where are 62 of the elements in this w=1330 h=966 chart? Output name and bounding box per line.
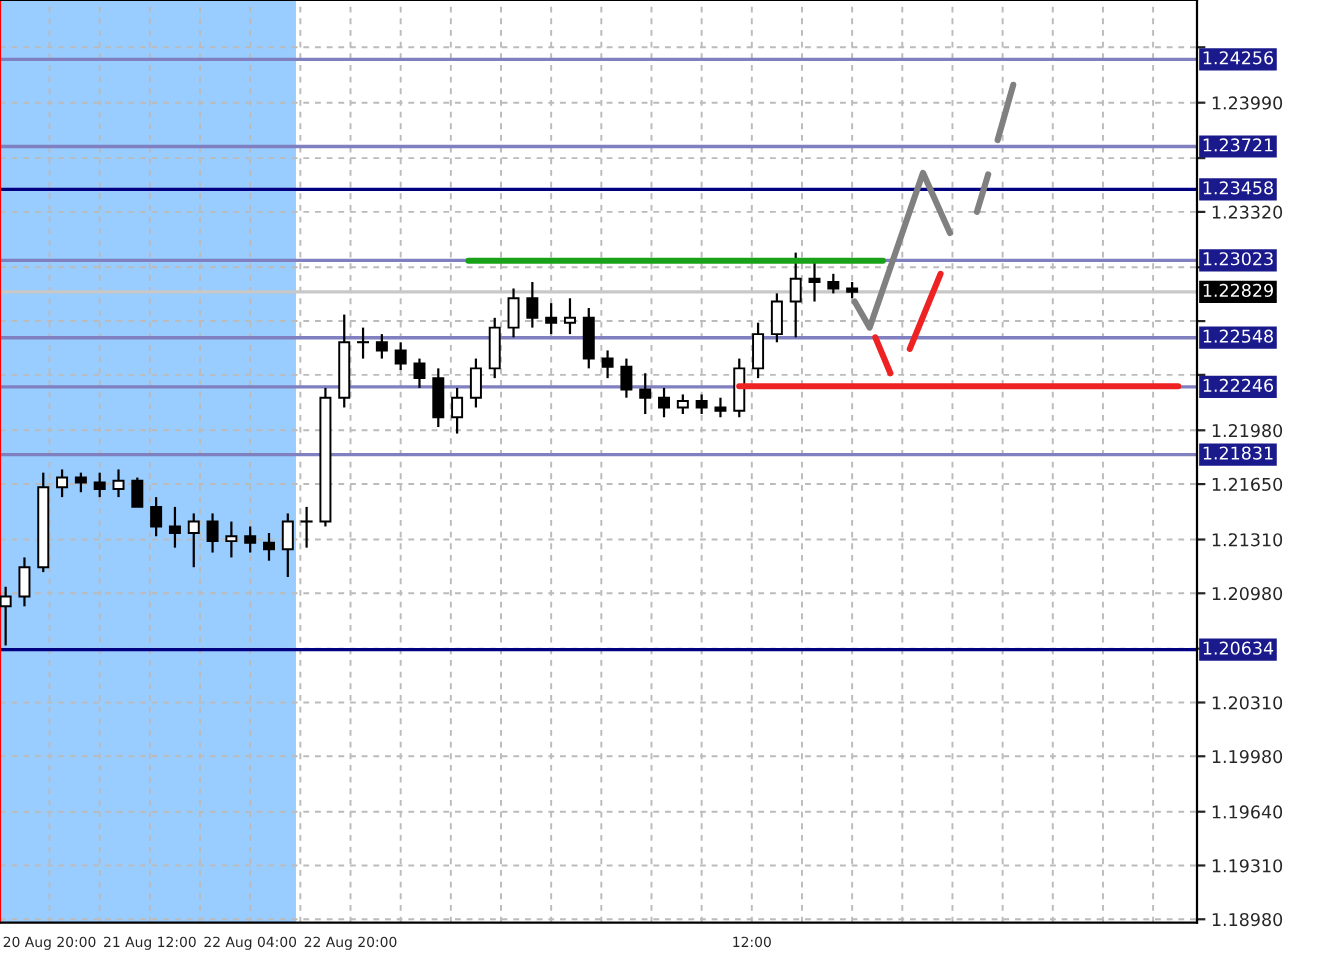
candlestick: [131, 476, 144, 509]
candlestick: [112, 468, 125, 499]
candlestick: [394, 341, 407, 372]
ref-line-label: 1.21831: [1203, 446, 1273, 460]
candlestick: [225, 520, 238, 559]
y-tick-label: 1.19310: [1212, 859, 1283, 873]
candlestick: [827, 272, 840, 295]
candlestick: [601, 349, 614, 380]
ref-line-label: 1.20634: [1203, 641, 1274, 655]
candlestick: [56, 468, 69, 499]
candlestick: [639, 372, 652, 416]
y-tick-label: 1.19640: [1212, 805, 1283, 819]
candlestick: [676, 393, 689, 416]
candlestick: [74, 471, 87, 494]
candlestick: [752, 321, 765, 380]
candlestick: [658, 386, 671, 419]
candlestick: [789, 251, 802, 339]
candlestick: [770, 292, 783, 344]
ref-line-label: 1.24256: [1203, 51, 1274, 65]
y-tick-label: 1.20980: [1212, 586, 1283, 601]
ref-line-label: 1.23458: [1203, 181, 1273, 195]
ref-line-label: 1.23023: [1203, 252, 1273, 266]
candlestick: [18, 556, 31, 608]
candlestick: [469, 357, 482, 409]
candlestick: [168, 505, 181, 549]
candlestick: [563, 297, 576, 336]
y-tick-label: 1.18980: [1212, 912, 1283, 927]
y-tick-label: 1.20310: [1212, 696, 1283, 710]
candlestick: [413, 357, 426, 390]
candlestick: [545, 302, 558, 336]
y-tick-label: 1.21310: [1212, 533, 1283, 547]
candlestick: [526, 280, 539, 329]
candlestick: [206, 512, 219, 554]
candlestick: [0, 585, 12, 647]
ref-line-label: 1.23721: [1203, 138, 1273, 152]
candlestick: [263, 531, 275, 562]
candlestick: [808, 261, 821, 303]
y-tick-label: 1.21650: [1212, 477, 1283, 491]
y-tick-label: 1.21980: [1212, 423, 1283, 438]
candlestick: [620, 357, 633, 399]
ref-line-label: 1.22246: [1203, 378, 1274, 393]
y-tick-label: 1.23990: [1212, 96, 1283, 110]
candlestick: [432, 367, 445, 429]
candlestick: [93, 471, 106, 499]
candlestick: [300, 505, 313, 549]
candlestick: [582, 306, 595, 370]
y-tick-label: 1.19980: [1212, 749, 1283, 764]
ref-line-label: 1.22829: [1203, 283, 1273, 297]
y-tick-label: 1.23320: [1212, 205, 1283, 219]
ref-line-label: 1.22548: [1203, 329, 1273, 343]
candlestick: [281, 512, 294, 579]
candlestick: [695, 393, 708, 416]
candlestick: [375, 333, 388, 360]
candlestick: [244, 525, 257, 554]
candlestick: [357, 326, 370, 360]
candlestick: [150, 496, 163, 538]
candlestick: [451, 386, 464, 435]
candlestick: [187, 512, 200, 569]
candlestick: [733, 357, 746, 419]
candlestick: [507, 287, 520, 339]
candlestick: [714, 396, 727, 419]
candlestick: [488, 316, 501, 380]
